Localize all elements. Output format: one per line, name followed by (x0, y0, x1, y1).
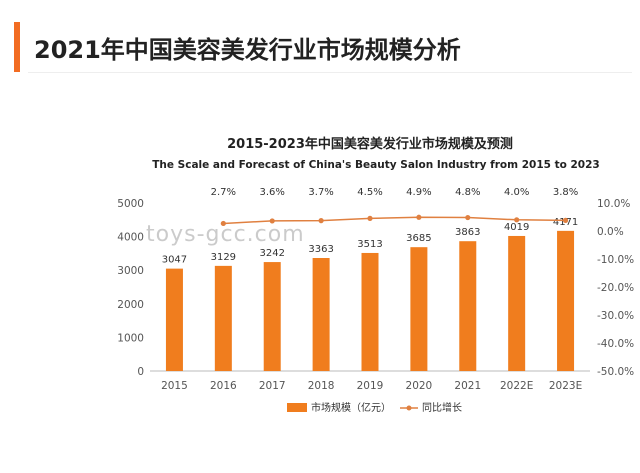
right-tick-label: -10.0% (597, 254, 634, 266)
bar-2021 (459, 241, 477, 371)
x-tick-label: 2018 (308, 380, 335, 392)
left-tick-label: 5000 (117, 198, 144, 210)
growth-value-label: 3.7% (308, 187, 333, 198)
x-tick-label: 2017 (259, 380, 286, 392)
growth-value-label: 4.8% (455, 187, 480, 198)
growth-line-series: 2.7% 3.6% 3.7% 4.5% 4.9% 4.8% 4.0% 3.8% (211, 187, 578, 227)
growth-point-2019 (367, 215, 373, 221)
right-tick-label: -30.0% (597, 310, 634, 322)
growth-value-label: 3.6% (260, 187, 285, 198)
growth-point-2023E (562, 217, 569, 223)
bar-value-label: 3242 (259, 248, 284, 259)
chart-subtitle: The Scale and Forecast of China's Beauty… (152, 159, 599, 171)
x-tick-label: 2016 (210, 380, 237, 392)
bar-value-label: 3363 (308, 244, 333, 255)
bar-value-label: 3047 (162, 255, 187, 266)
growth-value-label: 4.5% (357, 187, 382, 198)
x-tick-label: 2023E (549, 380, 582, 392)
growth-value-label: 3.8% (553, 187, 578, 198)
bar-value-label: 3863 (455, 227, 480, 238)
left-tick-label: 0 (137, 366, 144, 378)
bar-2018 (312, 258, 330, 371)
bar-series: 304731293242336335133685386340194171 (162, 217, 578, 371)
legend-line-label: 同比增长 (422, 401, 462, 414)
title-divider (28, 72, 632, 73)
left-tick-label: 1000 (117, 332, 144, 344)
chart-title: 2015-2023年中国美容美发行业市场规模及预测 (227, 136, 513, 152)
growth-value-label: 2.7% (211, 187, 236, 198)
bar-2020 (410, 247, 428, 371)
bar-2016 (214, 265, 232, 371)
legend-bar-swatch (287, 403, 307, 412)
legend-bar-label: 市场规模（亿元） (311, 401, 391, 414)
title-accent-bar (14, 22, 20, 72)
left-tick-label: 2000 (117, 299, 144, 311)
bar-value-label: 3685 (406, 233, 431, 244)
x-tick-label: 2015 (161, 380, 188, 392)
bar-2019 (361, 252, 379, 371)
growth-value-label: 4.0% (504, 187, 529, 198)
growth-point-2017 (269, 218, 275, 224)
left-tick-label: 4000 (117, 232, 144, 244)
left-tick-label: 3000 (117, 265, 144, 277)
right-tick-label: -50.0% (597, 366, 634, 378)
page-title: 2021年中国美容美发行业市场规模分析 (34, 36, 461, 64)
growth-point-2016 (220, 220, 226, 227)
right-tick-label: -40.0% (597, 338, 634, 350)
bar-2017 (263, 262, 281, 371)
growth-point-2018 (318, 218, 324, 224)
growth-point-2022E (514, 217, 520, 223)
growth-point-2021 (465, 214, 471, 221)
legend: 市场规模（亿元） 同比增长 (287, 401, 462, 414)
growth-point-2020 (416, 214, 422, 220)
bar-2015 (165, 268, 183, 371)
x-tick-label: 2022E (500, 380, 533, 392)
left-axis: 0 1000 2000 3000 4000 5000 (117, 198, 144, 378)
growth-value-label: 4.9% (406, 187, 431, 198)
bar-2022E (508, 235, 526, 371)
x-tick-label: 2021 (454, 380, 481, 392)
right-tick-label: -20.0% (597, 282, 634, 294)
growth-line (223, 216, 566, 225)
x-tick-label: 2020 (406, 380, 433, 392)
x-axis: 2015 2016 2017 2018 2019 2020 2021 2022E 2023E (150, 370, 590, 392)
legend-line-marker (406, 405, 412, 411)
bar-2023E (557, 230, 575, 371)
bar-value-label: 3513 (357, 239, 382, 250)
right-tick-label: 10.0% (597, 198, 630, 210)
bar-value-label: 4019 (504, 222, 529, 233)
watermark-text: toys-gcc.com (146, 222, 305, 247)
x-tick-label: 2019 (357, 380, 384, 392)
bar-value-label: 3129 (211, 252, 236, 263)
right-tick-label: 0.0% (597, 226, 624, 238)
right-axis: -50.0% -40.0% -30.0% -20.0% -10.0% 0.0% 10.0% (597, 198, 634, 378)
